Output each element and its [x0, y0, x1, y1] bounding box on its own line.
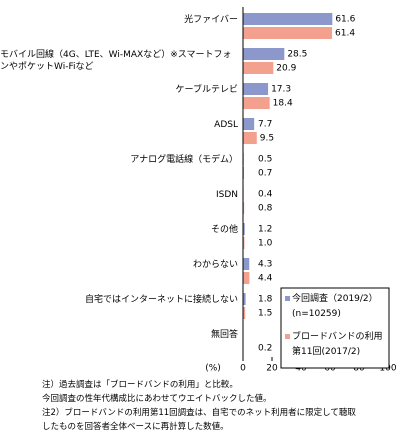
- category-label: ISDN: [215, 190, 238, 200]
- bar: [243, 118, 255, 130]
- value-label: 17.3: [271, 85, 291, 95]
- bar: [243, 48, 285, 60]
- note: 注）過去調査は「ブロードバンドの利用」と比較。: [42, 380, 238, 390]
- value-label: 1.5: [258, 309, 272, 319]
- value-label: 0.4: [258, 190, 273, 200]
- value-label: 61.6: [335, 15, 355, 25]
- legend-swatch: [285, 334, 290, 339]
- bar: [243, 272, 250, 284]
- bar: [243, 132, 257, 144]
- bar: [243, 307, 246, 319]
- bar: [243, 27, 333, 39]
- bar: [243, 202, 245, 214]
- bar: [243, 167, 245, 179]
- x-axis-label: (%): [205, 364, 221, 374]
- value-label: 9.5: [260, 134, 274, 144]
- category-label: アナログ電話線（モデム）: [130, 155, 238, 165]
- value-label: 18.4: [273, 99, 293, 109]
- category-label: ADSL: [214, 120, 238, 130]
- value-label: 28.5: [287, 50, 307, 60]
- value-label: 4.4: [258, 274, 273, 284]
- legend-label: ブロードバンドの利用第11回(2017/2): [292, 332, 383, 357]
- category-label: わからない: [192, 260, 238, 270]
- category-label: 無回答: [210, 330, 238, 340]
- bar: [243, 223, 245, 235]
- value-label: 4.3: [258, 260, 272, 270]
- note: したものを回答者全体ベースに再計算した数値。: [42, 422, 229, 432]
- category-label: その他: [210, 225, 238, 235]
- legend-label: 今回調査（2019/2）(n=10259): [292, 294, 378, 319]
- legend-swatch: [285, 296, 290, 301]
- x-tick-label: 0: [240, 364, 246, 374]
- category-label: 光ファイバー: [184, 15, 238, 25]
- value-label: 1.0: [258, 239, 273, 249]
- value-label: 20.9: [276, 64, 296, 74]
- legend-box: [280, 287, 390, 369]
- note: 今回調査の性年代構成比にあわせてウエイトバックした値。: [42, 394, 272, 404]
- category-label: 自宅ではインターネットに接続しない: [84, 295, 238, 305]
- value-label: 1.2: [258, 225, 272, 235]
- value-label: 7.7: [258, 120, 272, 130]
- category-label: ケーブルテレビ: [175, 85, 238, 95]
- value-label: 0.5: [258, 155, 272, 165]
- value-label: 0.2: [258, 344, 272, 354]
- bar: [243, 293, 246, 305]
- bar: [243, 237, 245, 249]
- value-label: 0.7: [258, 169, 272, 179]
- value-label: 61.4: [335, 29, 355, 39]
- value-label: 1.8: [258, 295, 273, 305]
- bar: [243, 62, 274, 74]
- bar: [243, 258, 250, 270]
- bar: [243, 13, 333, 25]
- note: 注2）ブロードバンドの利用第11回調査は、自宅でのネット利用者に限定して聴取: [42, 408, 356, 418]
- category-label: モバイル回線（4G、LTE、Wi-MAXなど）※スマートフォンやポケットWi-F…: [0, 50, 232, 72]
- bar: [243, 97, 270, 109]
- value-label: 0.8: [258, 204, 273, 214]
- x-tick-label: 20: [266, 364, 278, 374]
- bar: [243, 83, 269, 95]
